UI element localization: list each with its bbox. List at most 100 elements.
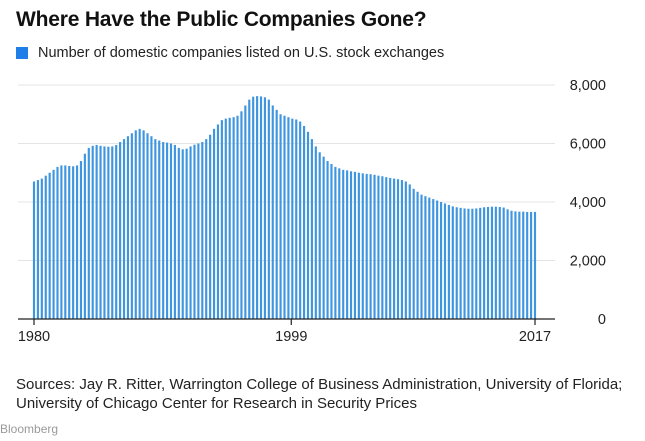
bar (130, 133, 133, 319)
bar (404, 181, 407, 319)
bar (220, 120, 223, 319)
x-tick-label: 1980 (18, 329, 50, 345)
bar (432, 199, 435, 319)
bar (486, 206, 490, 319)
bar (428, 197, 431, 319)
bar (479, 207, 482, 319)
bar (256, 96, 259, 320)
bar (338, 168, 341, 319)
bar (259, 96, 263, 319)
bar (134, 130, 137, 319)
bar (400, 180, 403, 319)
bar (267, 99, 270, 320)
bar (150, 136, 153, 319)
bar (514, 211, 517, 319)
bar (75, 165, 79, 319)
bar (87, 147, 90, 319)
bar (342, 169, 345, 319)
bar (424, 196, 427, 319)
bar (162, 142, 165, 319)
bar (490, 206, 494, 319)
bar (373, 174, 376, 319)
bar (107, 146, 110, 319)
bar (91, 145, 94, 319)
bar (103, 146, 106, 319)
chart-title: Where Have the Public Companies Gone? (16, 8, 427, 31)
bar (158, 140, 161, 319)
bar (244, 105, 247, 319)
bar (212, 128, 216, 320)
bar (314, 146, 317, 319)
bar (138, 128, 141, 320)
bar (263, 97, 266, 319)
bar (416, 191, 419, 319)
bar (306, 131, 310, 319)
bar (193, 144, 196, 319)
bar (467, 208, 470, 319)
bar (40, 178, 43, 319)
bar (189, 146, 192, 319)
bar (498, 206, 501, 319)
bar (455, 207, 458, 319)
bar (522, 211, 525, 319)
bar (530, 211, 533, 319)
bar (510, 210, 513, 319)
bar (177, 147, 180, 319)
bar (287, 117, 290, 319)
bar (443, 203, 447, 319)
bar (142, 130, 145, 319)
bar (369, 174, 372, 319)
x-axis-ticks: 1980 1999 2017 (18, 319, 551, 345)
bar (126, 136, 130, 319)
y-tick-label: 6,000 (570, 137, 606, 153)
bar (533, 211, 537, 319)
bar (361, 173, 364, 319)
bar (216, 124, 220, 320)
bar (357, 172, 360, 319)
bar (209, 134, 212, 319)
brand-label: Bloomberg (0, 422, 59, 436)
bar (95, 144, 98, 319)
bar (248, 99, 251, 320)
bar (365, 173, 368, 319)
bar (377, 175, 380, 319)
bar (502, 207, 505, 319)
bar (228, 117, 231, 319)
bar (334, 166, 337, 319)
bar (52, 169, 55, 319)
y-axis-ticks: 0 2,000 4,000 6,000 8,000 (570, 78, 606, 328)
bar (205, 139, 208, 319)
y-tick-label: 8,000 (570, 78, 606, 94)
bar (169, 143, 173, 319)
bar (279, 114, 282, 319)
bar (385, 177, 388, 319)
bar (494, 206, 497, 319)
bar (44, 175, 47, 319)
bar (526, 211, 529, 319)
bar (201, 142, 204, 319)
bar (83, 153, 86, 319)
bar (56, 166, 59, 319)
bar (181, 149, 184, 319)
gridlines (18, 84, 555, 261)
legend-label: Number of domestic companies listed on U… (38, 45, 445, 61)
bar (475, 208, 478, 319)
bar (291, 118, 294, 319)
bar (232, 117, 235, 319)
bar (326, 161, 329, 319)
bar (330, 163, 333, 319)
bar (451, 206, 454, 319)
bar (322, 156, 325, 319)
bar (302, 125, 306, 319)
bar (154, 139, 157, 319)
bar (389, 178, 392, 319)
bar (463, 208, 466, 319)
bar (506, 209, 509, 319)
bar (439, 202, 443, 319)
bar (349, 171, 353, 319)
bar (79, 161, 83, 319)
bar (236, 115, 239, 320)
bar (393, 178, 396, 319)
y-tick-label: 2,000 (570, 254, 606, 270)
